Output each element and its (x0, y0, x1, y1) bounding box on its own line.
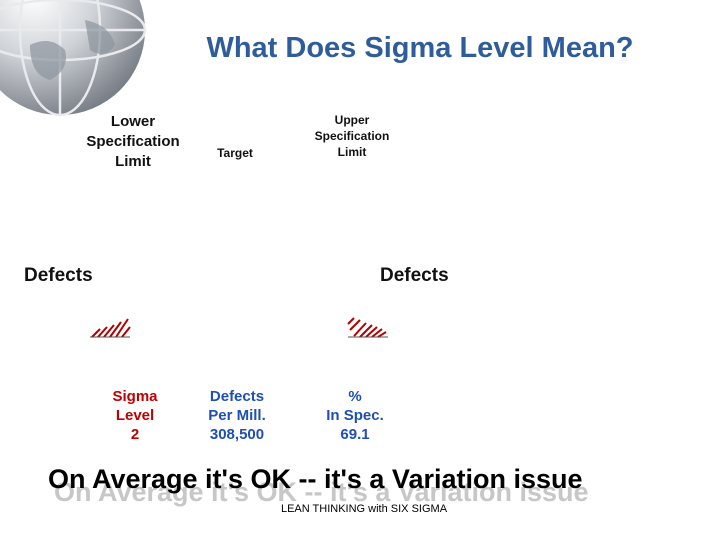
upper-spec-label: Upper Specification Limit (296, 112, 408, 160)
sigma-header-line2: Level (115, 407, 155, 424)
upper-spec-line2: Specification (314, 129, 390, 143)
conclusion-statement: On Average it's OK -- it's a Variation i… (48, 464, 688, 510)
sigma-header-line1: Sigma (112, 388, 158, 405)
globe-icon (0, 0, 147, 117)
defects-value: 308,500 (209, 426, 265, 443)
defects-left-label: Defects (24, 265, 93, 286)
sigma-value: 2 (130, 426, 140, 443)
in-spec-column: % In Spec. 69.1 (312, 387, 398, 444)
in-spec-header-line1: % (348, 388, 362, 405)
conclusion-shadow: On Average it's OK -- it's a Variation i… (54, 477, 589, 507)
lower-spec-line1: Lower (110, 113, 156, 130)
upper-spec-line1: Upper (334, 113, 370, 127)
conclusion-text: On Average it's OK -- it's a Variation i… (48, 464, 583, 494)
defects-header-line1: Defects (209, 388, 265, 405)
in-spec-value: 69.1 (340, 426, 370, 443)
slide-title: What Does Sigma Level Mean? (206, 32, 634, 64)
in-spec-header-line2: In Spec. (326, 407, 384, 424)
footer-text: LEAN THINKING with SIX SIGMA (280, 503, 448, 515)
target-label: Target (217, 146, 253, 160)
defects-right-label: Defects (380, 265, 449, 286)
lower-spec-line3: Limit (115, 153, 151, 170)
lower-spec-line2: Specification (86, 133, 180, 150)
right-defect-tail-hatch (347, 317, 388, 338)
left-defect-tail-hatch (90, 318, 131, 338)
defects-header-line2: Per Mill. (208, 407, 266, 424)
lower-spec-label: Lower Specification Limit (74, 112, 192, 172)
sigma-column: Sigma Level 2 (100, 387, 170, 444)
defects-column: Defects Per Mill. 308,500 (196, 387, 278, 444)
upper-spec-line3: Limit (337, 145, 367, 159)
